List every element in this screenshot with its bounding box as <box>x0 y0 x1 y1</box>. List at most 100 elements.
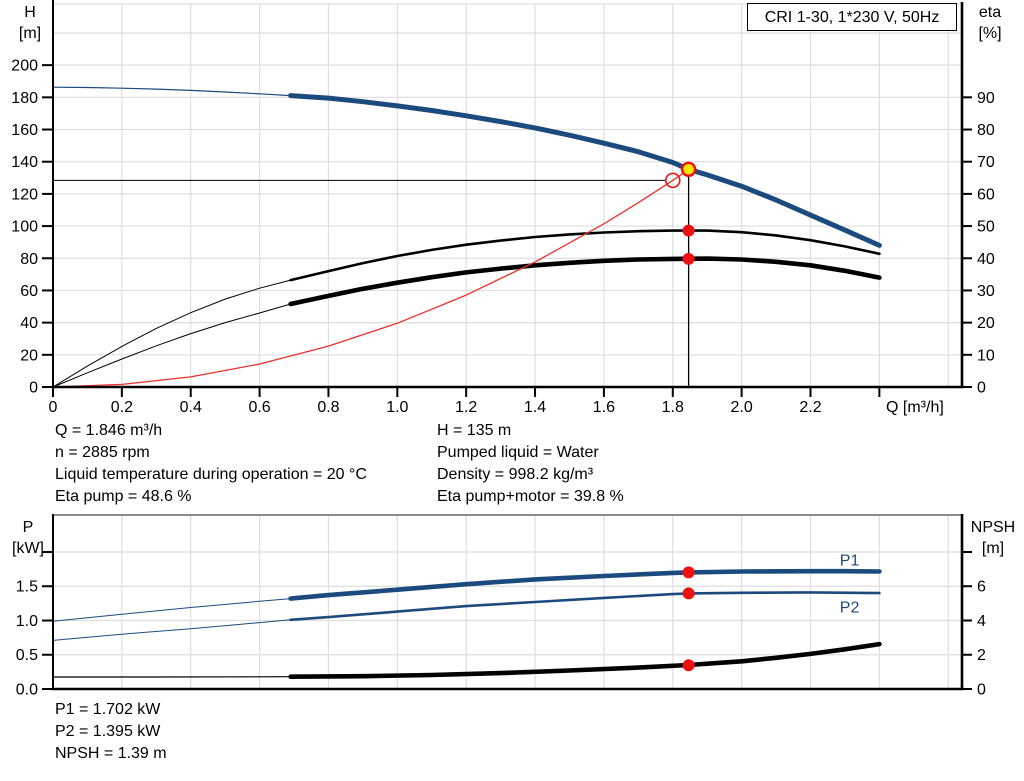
svg-text:120: 120 <box>11 186 38 203</box>
panel-top: 0 20 40 60 80 100 120 140 160 180 200 0 10 20 30 40 50 60… <box>11 0 995 416</box>
p-axis-title-unit: [kW] <box>12 540 44 557</box>
q-axis-label: Q [m³/h] <box>886 399 944 416</box>
svg-text:40: 40 <box>20 315 38 332</box>
axes <box>52 514 964 691</box>
svg-text:2: 2 <box>977 647 986 664</box>
info-p1: P1 = 1.702 kW <box>55 701 161 718</box>
svg-text:1.0: 1.0 <box>16 613 38 630</box>
eta-pump-point-marker <box>682 224 695 237</box>
tick-labels: 0 20 40 60 80 100 120 140 160 180 200 0 10 20 30 40 50 60… <box>11 58 995 416</box>
P1-curve <box>288 568 882 601</box>
svg-text:0: 0 <box>977 380 986 397</box>
svg-text:2.0: 2.0 <box>731 399 753 416</box>
eta-pump-motor-point-marker <box>682 252 695 265</box>
info-speed: n = 2885 rpm <box>55 444 150 461</box>
svg-text:0.4: 0.4 <box>180 399 202 416</box>
svg-text:20: 20 <box>20 347 38 364</box>
svg-text:180: 180 <box>11 90 38 107</box>
svg-text:10: 10 <box>977 347 995 364</box>
svg-text:4: 4 <box>977 613 986 630</box>
svg-text:30: 30 <box>977 283 995 300</box>
p-axis-title-symbol: P <box>22 519 34 536</box>
svg-text:1.4: 1.4 <box>524 399 546 416</box>
p1-point-marker <box>682 566 695 579</box>
eta-pump-motor-curve <box>288 256 882 307</box>
svg-text:140: 140 <box>11 154 38 171</box>
svg-text:70: 70 <box>977 154 995 171</box>
P1-curve <box>52 598 292 622</box>
info-eta-pump: Eta pump = 48.6 % <box>55 488 192 505</box>
svg-text:40: 40 <box>977 251 995 268</box>
duty-point-marker <box>680 161 697 177</box>
p-axis-title: P [kW] <box>4 517 52 559</box>
svg-text:90: 90 <box>977 90 995 107</box>
duty-info-left: Q = 1.846 m³/h n = 2885 rpm Liquid tempe… <box>55 420 367 508</box>
info-pumped-liquid: Pumped liquid = Water <box>437 444 599 461</box>
info-p2: P2 = 1.395 kW <box>55 723 161 740</box>
info-liquid-temperature: Liquid temperature during operation = 20… <box>55 466 367 483</box>
eta-pump-curve <box>289 229 881 282</box>
svg-text:1.2: 1.2 <box>455 399 477 416</box>
tick-labels: 0.0 0.5 1.0 1.5 0 2 4 6 <box>16 579 986 699</box>
P2-curve <box>52 619 292 641</box>
svg-text:0.8: 0.8 <box>317 399 339 416</box>
tick-marks <box>42 64 972 397</box>
eta-axis-title-unit: [%] <box>978 25 1002 42</box>
gridlines <box>53 515 962 689</box>
svg-text:200: 200 <box>11 58 38 75</box>
info-eta-pump-motor: Eta pump+motor = 39.8 % <box>437 488 624 505</box>
requested-duty-point-marker <box>664 172 681 189</box>
npsh-axis-title: NPSH [m] <box>962 517 1024 559</box>
svg-text:0.6: 0.6 <box>248 399 270 416</box>
NPSH-curve <box>288 641 882 679</box>
panel-bottom: 0.0 0.5 1.0 1.5 0 2 4 6 P1 P2 <box>16 514 986 699</box>
eta-axis-title: eta [%] <box>964 2 1016 44</box>
info-density: Density = 998.2 kg/m³ <box>437 466 594 483</box>
svg-text:0.5: 0.5 <box>16 647 38 664</box>
svg-text:1.8: 1.8 <box>662 399 684 416</box>
svg-text:80: 80 <box>977 122 995 139</box>
info-flow: Q = 1.846 m³/h <box>55 422 163 439</box>
svg-text:100: 100 <box>11 219 38 236</box>
svg-text:0.0: 0.0 <box>16 682 38 699</box>
H-curve <box>288 93 882 248</box>
svg-text:80: 80 <box>20 251 38 268</box>
gridlines <box>53 4 962 387</box>
info-head: H = 135 m <box>437 422 512 439</box>
h-axis-title-symbol: H <box>24 4 36 21</box>
info-npsh: NPSH = 1.39 m <box>55 745 167 762</box>
svg-text:0: 0 <box>29 380 38 397</box>
npsh-axis-title-symbol: NPSH <box>970 519 1016 536</box>
P2-curve <box>289 591 881 622</box>
H-curve <box>52 86 292 97</box>
svg-text:0: 0 <box>977 682 986 699</box>
svg-text:20: 20 <box>977 315 995 332</box>
svg-text:0.2: 0.2 <box>111 399 133 416</box>
svg-text:1.6: 1.6 <box>593 399 615 416</box>
svg-text:6: 6 <box>977 579 986 596</box>
eta-pump-curve <box>52 279 292 388</box>
svg-text:50: 50 <box>977 219 995 236</box>
power-info: P1 = 1.702 kW P2 = 1.395 kW NPSH = 1.39 … <box>55 699 167 765</box>
eta-axis-title-symbol: eta <box>978 4 1002 21</box>
svg-text:1.0: 1.0 <box>386 399 408 416</box>
svg-text:160: 160 <box>11 122 38 139</box>
duty-info-right: H = 135 m Pumped liquid = Water Density … <box>437 420 624 508</box>
svg-text:0: 0 <box>49 399 58 416</box>
svg-text:60: 60 <box>20 283 38 300</box>
chart-title-box: CRI 1-30, 1*230 V, 50Hz <box>747 3 957 31</box>
series-label-p2: P2 <box>840 599 860 616</box>
series-label-p1: P1 <box>840 553 860 570</box>
svg-text:60: 60 <box>977 186 995 203</box>
npsh-point-marker <box>682 659 695 672</box>
npsh-axis-title-unit: [m] <box>981 540 1005 557</box>
svg-text:2.2: 2.2 <box>799 399 821 416</box>
eta-pump-motor-curve <box>52 303 292 388</box>
h-axis-title: H [m] <box>8 2 52 44</box>
system-resistance-curve <box>52 168 690 388</box>
tick-marks <box>42 550 972 690</box>
svg-text:1.5: 1.5 <box>16 579 38 596</box>
p2-point-marker <box>682 587 695 600</box>
